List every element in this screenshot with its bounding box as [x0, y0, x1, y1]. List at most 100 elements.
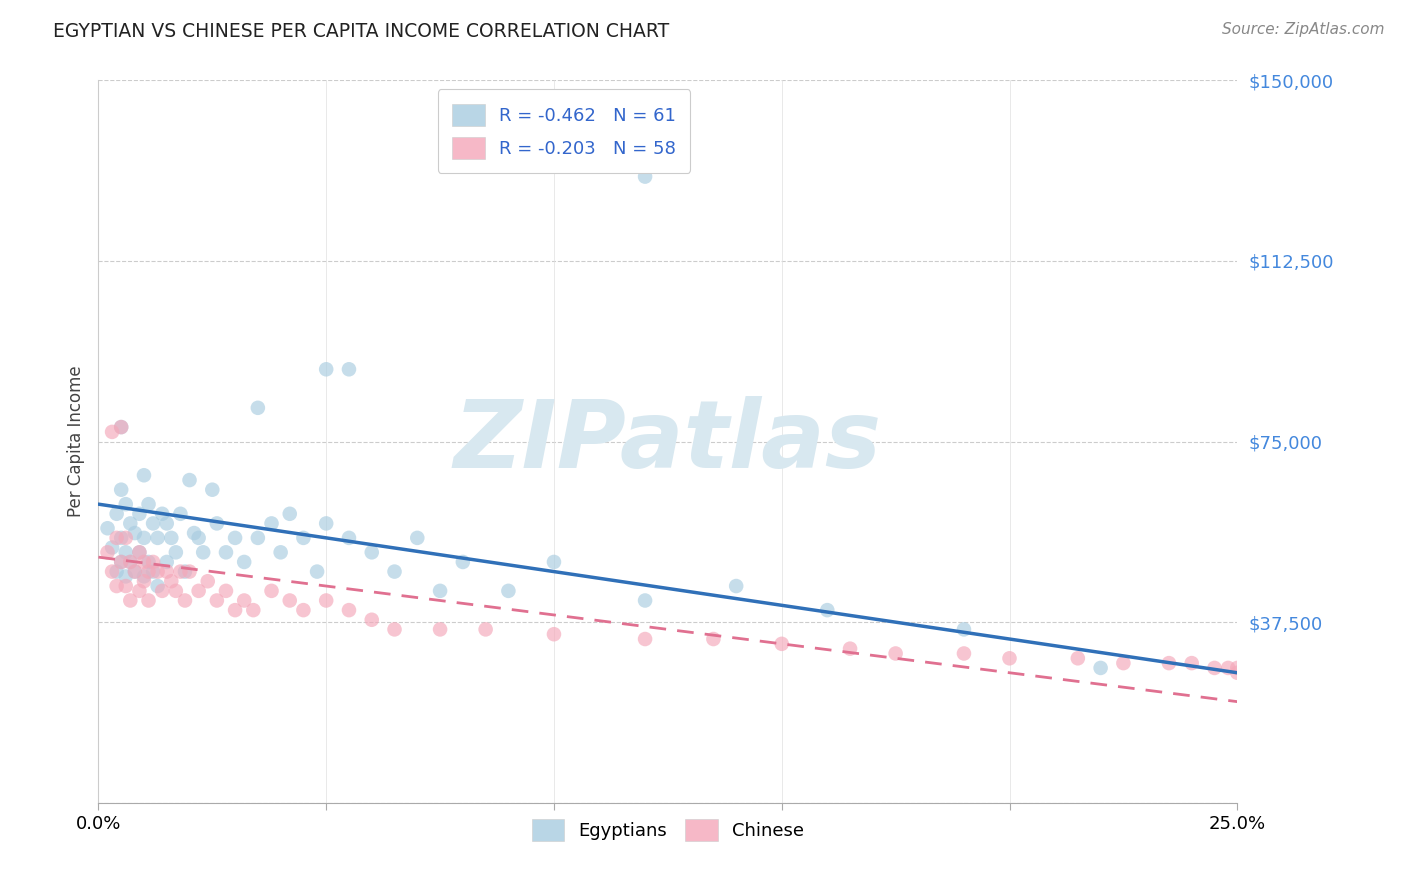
Point [146, 531, 169, 545]
Point [1090, 661, 1112, 675]
Point [183, 526, 205, 541]
Point [150, 507, 173, 521]
Point [224, 531, 246, 545]
Point [142, 555, 165, 569]
Point [953, 623, 976, 637]
Point [110, 555, 132, 569]
Point [128, 545, 150, 559]
Point [165, 545, 187, 559]
Point [498, 583, 520, 598]
Point [429, 623, 451, 637]
Point [128, 507, 150, 521]
Point [242, 603, 264, 617]
Point [543, 555, 565, 569]
Point [1204, 661, 1226, 675]
Point [315, 593, 337, 607]
Point [114, 497, 136, 511]
Point [315, 516, 337, 531]
Point [725, 579, 748, 593]
Point [142, 565, 165, 579]
Point [702, 632, 724, 646]
Point [96, 521, 118, 535]
Point [110, 483, 132, 497]
Point [105, 531, 128, 545]
Point [233, 593, 256, 607]
Point [360, 545, 382, 559]
Point [165, 583, 187, 598]
Point [205, 516, 228, 531]
Point [174, 593, 197, 607]
Point [124, 565, 146, 579]
Text: Source: ZipAtlas.com: Source: ZipAtlas.com [1222, 22, 1385, 37]
Point [138, 565, 160, 579]
Point [815, 603, 838, 617]
Point [839, 641, 862, 656]
Point [337, 362, 360, 376]
Point [124, 565, 146, 579]
Point [179, 473, 201, 487]
Point [120, 555, 142, 569]
Point [132, 468, 155, 483]
Point [138, 555, 160, 569]
Point [120, 593, 142, 607]
Point [384, 623, 406, 637]
Point [360, 613, 382, 627]
Point [138, 497, 160, 511]
Point [953, 647, 976, 661]
Point [105, 579, 128, 593]
Point [233, 555, 256, 569]
Point [201, 483, 224, 497]
Point [110, 555, 132, 569]
Point [197, 574, 219, 589]
Point [246, 401, 269, 415]
Point [110, 420, 132, 434]
Point [146, 579, 169, 593]
Point [215, 583, 238, 598]
Point [278, 507, 301, 521]
Point [1226, 661, 1249, 675]
Point [246, 531, 269, 545]
Point [1112, 656, 1135, 670]
Point [114, 569, 136, 583]
Point [543, 627, 565, 641]
Point [96, 545, 118, 559]
Point [337, 531, 360, 545]
Point [114, 579, 136, 593]
Point [124, 526, 146, 541]
Point [634, 169, 657, 184]
Point [142, 516, 165, 531]
Point [101, 425, 124, 439]
Text: EGYPTIAN VS CHINESE PER CAPITA INCOME CORRELATION CHART: EGYPTIAN VS CHINESE PER CAPITA INCOME CO… [53, 22, 669, 41]
Point [260, 583, 283, 598]
Point [156, 555, 179, 569]
Y-axis label: Per Capita Income: Per Capita Income [66, 366, 84, 517]
Point [337, 603, 360, 617]
Point [429, 583, 451, 598]
Point [128, 545, 150, 559]
Point [998, 651, 1021, 665]
Point [138, 593, 160, 607]
Point [307, 565, 329, 579]
Point [101, 565, 124, 579]
Point [169, 565, 191, 579]
Point [1067, 651, 1090, 665]
Point [205, 593, 228, 607]
Point [110, 420, 132, 434]
Point [315, 362, 337, 376]
Point [634, 632, 657, 646]
Point [1157, 656, 1180, 670]
Point [105, 565, 128, 579]
Point [193, 545, 215, 559]
Point [114, 545, 136, 559]
Point [132, 569, 155, 583]
Point [132, 555, 155, 569]
Point [292, 531, 315, 545]
Point [169, 507, 191, 521]
Point [156, 565, 179, 579]
Point [1181, 656, 1204, 670]
Point [1218, 661, 1240, 675]
Point [160, 574, 183, 589]
Point [278, 593, 301, 607]
Point [146, 565, 169, 579]
Point [634, 593, 657, 607]
